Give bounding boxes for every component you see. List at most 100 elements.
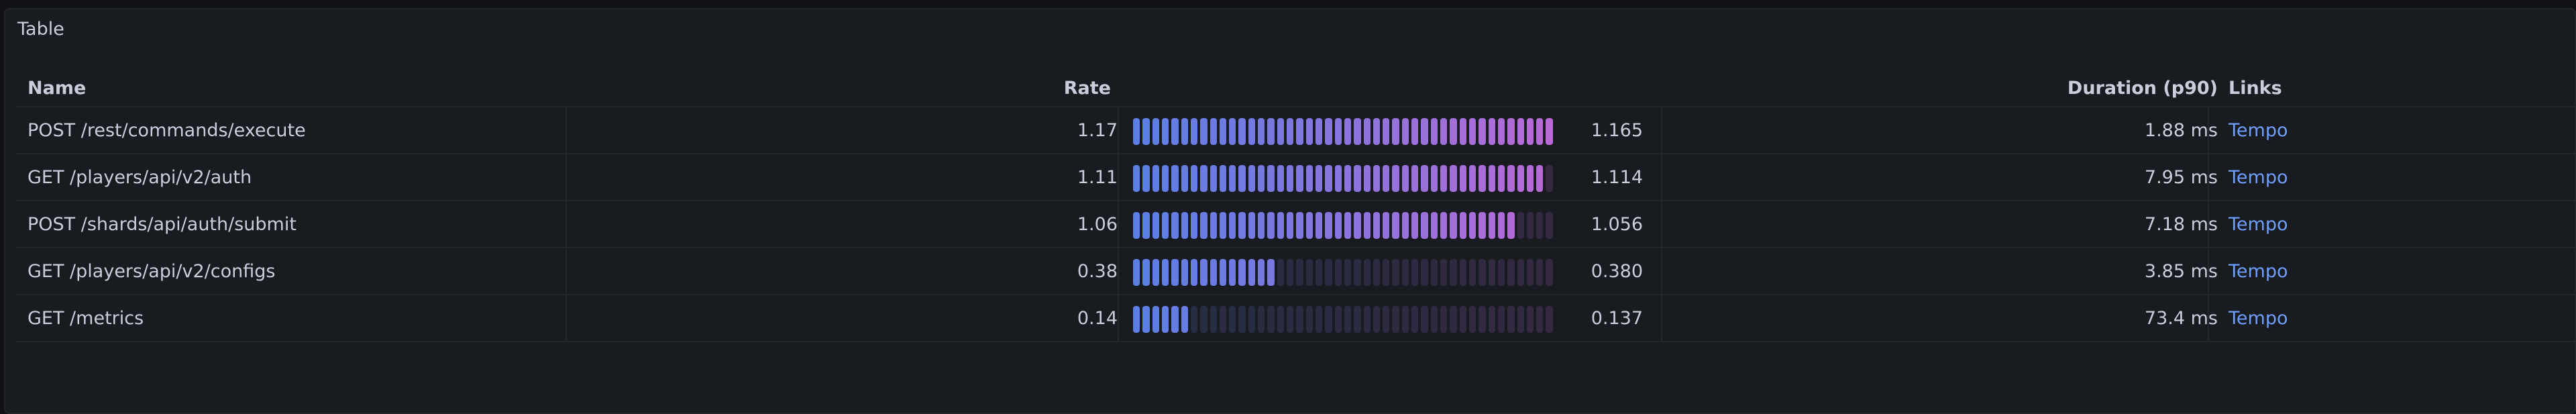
gauge-segment bbox=[1546, 118, 1553, 145]
gauge-segment bbox=[1238, 165, 1246, 192]
gauge-segment bbox=[1430, 306, 1438, 333]
gauge-segment bbox=[1411, 165, 1419, 192]
gauge-segment bbox=[1401, 306, 1409, 333]
column-divider bbox=[1118, 201, 1119, 247]
gauge-segment bbox=[1430, 118, 1438, 145]
gauge-segment bbox=[1526, 118, 1534, 145]
gauge-segment bbox=[1133, 118, 1140, 145]
gauge-segment bbox=[1296, 118, 1303, 145]
table-header-row: Name Rate Duration (p90) Links bbox=[15, 70, 2576, 107]
column-header-name[interactable]: Name bbox=[28, 77, 87, 99]
gauge-segment bbox=[1171, 165, 1179, 192]
gauge-segment bbox=[1305, 259, 1313, 286]
gauge-segment bbox=[1248, 165, 1256, 192]
column-header-links[interactable]: Links bbox=[2229, 77, 2282, 99]
lcd-gauge bbox=[1133, 306, 1553, 333]
gauge-segment bbox=[1392, 306, 1399, 333]
gauge-segment bbox=[1450, 165, 1457, 192]
gauge-segment bbox=[1440, 165, 1448, 192]
gauge-segment bbox=[1392, 259, 1399, 286]
cell-rate-gauge: 1.165 bbox=[1122, 107, 1671, 153]
gauge-segment bbox=[1344, 118, 1352, 145]
gauge-segment bbox=[1142, 165, 1150, 192]
gauge-segment bbox=[1459, 118, 1466, 145]
cell-name: GET /players/api/v2/configs bbox=[28, 260, 276, 282]
cell-links: Tempo bbox=[2219, 295, 2576, 341]
gauge-segment bbox=[1440, 306, 1448, 333]
gauge-segment bbox=[1517, 118, 1524, 145]
gauge-segment bbox=[1229, 165, 1236, 192]
cell-rate: 1.06 bbox=[1077, 213, 1118, 235]
column-divider bbox=[1118, 248, 1119, 294]
gauge-segment bbox=[1421, 165, 1428, 192]
gauge-segment bbox=[1287, 259, 1294, 286]
gauge-segment bbox=[1287, 306, 1294, 333]
gauge-segment bbox=[1229, 306, 1236, 333]
gauge-segment bbox=[1421, 306, 1428, 333]
gauge-segment bbox=[1133, 306, 1140, 333]
gauge-segment bbox=[1383, 212, 1390, 239]
tempo-link[interactable]: Tempo bbox=[2229, 307, 2288, 329]
gauge-segment bbox=[1363, 118, 1371, 145]
tempo-link[interactable]: Tempo bbox=[2229, 213, 2288, 235]
panel-title: Table bbox=[17, 19, 64, 40]
cell-name: GET /metrics bbox=[28, 307, 144, 329]
gauge-segment bbox=[1421, 212, 1428, 239]
column-divider bbox=[1661, 107, 1662, 153]
gauge-segment bbox=[1142, 212, 1150, 239]
gauge-segment bbox=[1305, 212, 1313, 239]
gauge-segment bbox=[1373, 259, 1381, 286]
cell-duration: 73.4 ms bbox=[2144, 307, 2218, 329]
gauge-segment bbox=[1354, 165, 1361, 192]
column-divider bbox=[1661, 201, 1662, 247]
cell-duration: 7.95 ms bbox=[2144, 166, 2218, 188]
cell-rate: 0.38 bbox=[1077, 260, 1118, 282]
gauge-segment bbox=[1536, 306, 1544, 333]
gauge-segment bbox=[1450, 259, 1457, 286]
column-header-duration[interactable]: Duration (p90) bbox=[2067, 77, 2218, 99]
gauge-segment bbox=[1325, 212, 1332, 239]
gauge-segment bbox=[1161, 165, 1169, 192]
gauge-segment bbox=[1411, 118, 1419, 145]
gauge-segment bbox=[1219, 212, 1227, 239]
gauge-segment bbox=[1152, 165, 1159, 192]
gauge-segment bbox=[1305, 118, 1313, 145]
gauge-segment bbox=[1152, 212, 1159, 239]
gauge-segment bbox=[1383, 259, 1390, 286]
gauge-segment bbox=[1517, 259, 1524, 286]
gauge-segment bbox=[1287, 212, 1294, 239]
cell-links: Tempo bbox=[2219, 154, 2576, 200]
gauge-segment bbox=[1459, 212, 1466, 239]
gauge-segment bbox=[1546, 259, 1553, 286]
gauge-segment bbox=[1536, 165, 1544, 192]
tempo-link[interactable]: Tempo bbox=[2229, 119, 2288, 141]
gauge-segment bbox=[1267, 306, 1275, 333]
gauge-segment bbox=[1238, 212, 1246, 239]
gauge-segment bbox=[1479, 165, 1486, 192]
gauge-segment bbox=[1450, 118, 1457, 145]
gauge-segment bbox=[1383, 165, 1390, 192]
column-divider bbox=[2208, 295, 2209, 341]
table-row: POST /rest/commands/execute 1.17 1.165 1.88… bbox=[15, 107, 2576, 154]
cell-name: POST /shards/api/auth/submit bbox=[28, 213, 297, 235]
cell-rate-gauge: 1.114 bbox=[1122, 154, 1671, 200]
gauge-segment bbox=[1171, 306, 1179, 333]
gauge-segment bbox=[1497, 118, 1505, 145]
gauge-segment bbox=[1315, 259, 1323, 286]
gauge-segment bbox=[1190, 259, 1198, 286]
gauge-segment bbox=[1497, 306, 1505, 333]
gauge-segment bbox=[1440, 212, 1448, 239]
column-divider bbox=[2208, 107, 2209, 153]
column-header-rate[interactable]: Rate bbox=[1063, 77, 1111, 99]
tempo-link[interactable]: Tempo bbox=[2229, 166, 2288, 188]
gauge-segment bbox=[1354, 118, 1361, 145]
gauge-segment bbox=[1171, 212, 1179, 239]
gauge-segment bbox=[1229, 118, 1236, 145]
gauge-segment bbox=[1325, 165, 1332, 192]
tempo-link[interactable]: Tempo bbox=[2229, 260, 2288, 282]
column-divider bbox=[1118, 154, 1119, 200]
gauge-segment bbox=[1142, 259, 1150, 286]
gauge-segment bbox=[1248, 259, 1256, 286]
gauge-segment bbox=[1152, 259, 1159, 286]
gauge-segment bbox=[1248, 306, 1256, 333]
